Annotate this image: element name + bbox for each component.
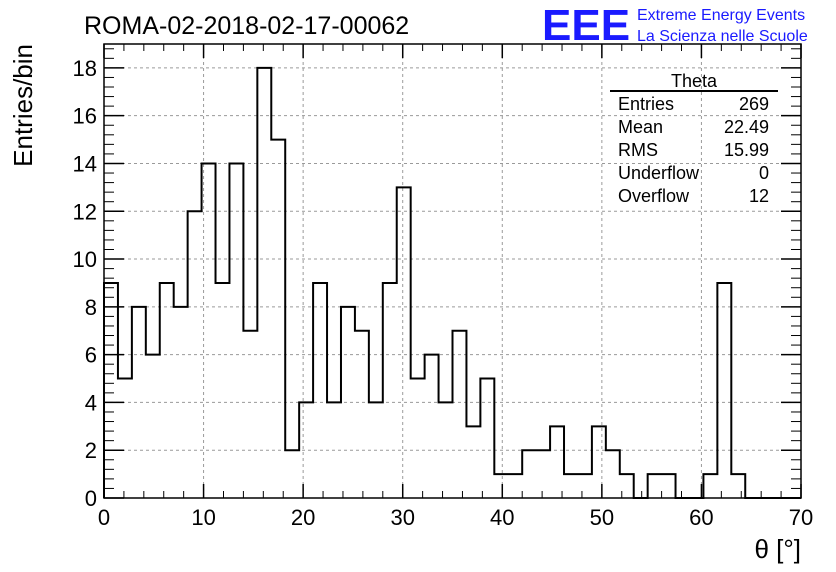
grid-lines: [104, 44, 801, 498]
stats-value: 12: [749, 186, 769, 206]
stats-label: Entries: [618, 94, 674, 114]
plot-frame: [103, 43, 802, 499]
logo-line-2: La Scienza nelle Scuole: [637, 28, 808, 45]
y-axis-label: Entries/bin: [8, 44, 38, 167]
eee-logo: EEE Extreme Energy Events La Scienza nel…: [542, 1, 808, 50]
y-tick-label: 0: [85, 486, 97, 511]
stats-box: Theta Entries 269 Mean 22.49 RMS 15.99 Underfl…: [610, 71, 778, 206]
stats-label: Mean: [618, 117, 663, 137]
x-tick-label: 0: [98, 505, 110, 530]
stats-value: 22.49: [724, 117, 769, 137]
y-tick-label: 2: [85, 438, 97, 463]
axis-ticks: [103, 44, 802, 499]
chart-title: ROMA-02-2018-02-17-00062: [84, 12, 409, 40]
x-tick-label: 50: [590, 505, 614, 530]
x-tick-label: 30: [390, 505, 414, 530]
y-tick-label: 14: [73, 151, 97, 176]
x-tick-label: 40: [490, 505, 514, 530]
stats-value: 0: [759, 163, 769, 183]
stats-title: Theta: [671, 71, 718, 91]
y-tick-label: 16: [73, 104, 97, 129]
stats-value: 269: [739, 94, 769, 114]
x-tick-labels: 0 10 20 30 40 50 60 70: [98, 505, 813, 530]
y-tick-label: 6: [85, 343, 97, 368]
stats-label: Underflow: [618, 163, 700, 183]
y-tick-label: 10: [73, 247, 97, 272]
logo-line-1: Extreme Energy Events: [637, 7, 805, 24]
stats-value: 15.99: [724, 140, 769, 160]
x-tick-label: 10: [191, 505, 215, 530]
logo-mark: EEE: [542, 1, 630, 50]
stats-label: RMS: [618, 140, 658, 160]
y-tick-label: 12: [73, 199, 97, 224]
histogram-outline: [103, 66, 801, 499]
x-tick-label: 70: [789, 505, 813, 530]
y-tick-label: 4: [85, 390, 97, 415]
x-tick-label: 20: [291, 505, 315, 530]
y-tick-label: 8: [85, 295, 97, 320]
stats-label: Overflow: [618, 186, 690, 206]
y-tick-label: 18: [73, 56, 97, 81]
stats-rows: Entries 269 Mean 22.49 RMS 15.99 Underflow 0 Ove…: [618, 94, 769, 206]
x-axis-label: θ [°]: [754, 534, 801, 564]
x-tick-label: 60: [689, 505, 713, 530]
y-tick-labels: 0 2 4 6 8 10 12 14 16 18: [73, 56, 97, 511]
